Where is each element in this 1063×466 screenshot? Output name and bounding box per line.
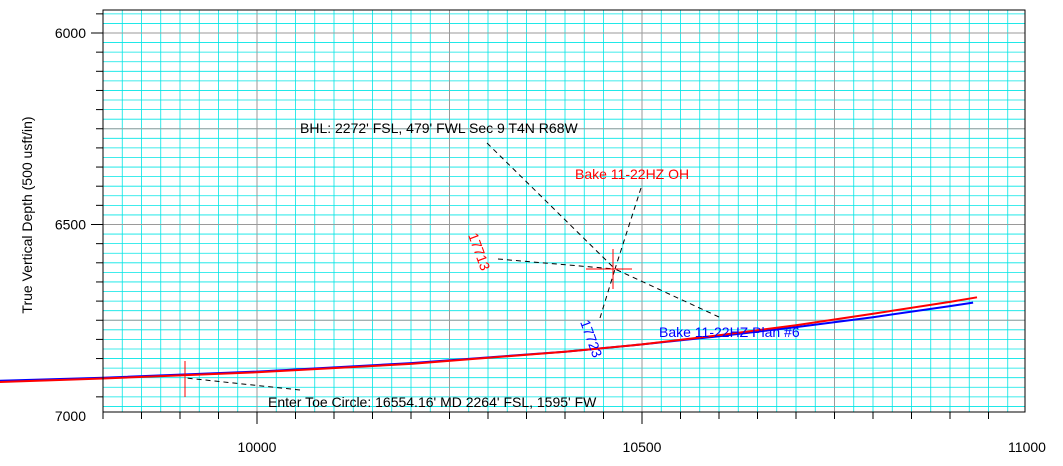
y-tick-label: 6500: [55, 217, 86, 233]
tick-labels: 1000010500110001150012000600065007000: [55, 25, 1046, 455]
actual-label-leader: [614, 187, 642, 270]
y-tick-label: 6000: [55, 25, 86, 41]
x-tick-label: 10000: [238, 439, 277, 455]
annotations: [184, 142, 720, 397]
y-axis-label: True Vertical Depth (500 usft/in): [19, 116, 35, 313]
md-label-plan: 17723: [577, 318, 605, 360]
x-tick-label: 11000: [1008, 439, 1046, 455]
plot-frame: [102, 9, 1026, 413]
actual-well-label: Bake 11-22HZ OH: [575, 166, 689, 182]
plan-well-label: Bake 11-22HZ Plan #6: [659, 324, 800, 340]
bhl-label: BHL: 2272' FSL, 479' FWL Sec 9 T4N R68W: [300, 120, 578, 136]
toe-circle-label: Enter Toe Circle: 16554.16' MD 2264' FSL…: [268, 394, 597, 410]
series-lines: [0, 296, 978, 384]
toe-leader: [185, 377, 301, 391]
axis-ticks: [91, 13, 989, 424]
plan-series-line: [0, 301, 974, 382]
md-actual-leader: [497, 258, 616, 270]
plan-label-leader: [614, 268, 720, 318]
y-tick-label: 7000: [55, 408, 86, 424]
actual-series-line: [0, 296, 978, 384]
md-label-actual: 17713: [465, 231, 493, 273]
x-tick-label: 10500: [623, 439, 662, 455]
grid: [102, 10, 1025, 412]
bhl-leader: [486, 142, 616, 270]
